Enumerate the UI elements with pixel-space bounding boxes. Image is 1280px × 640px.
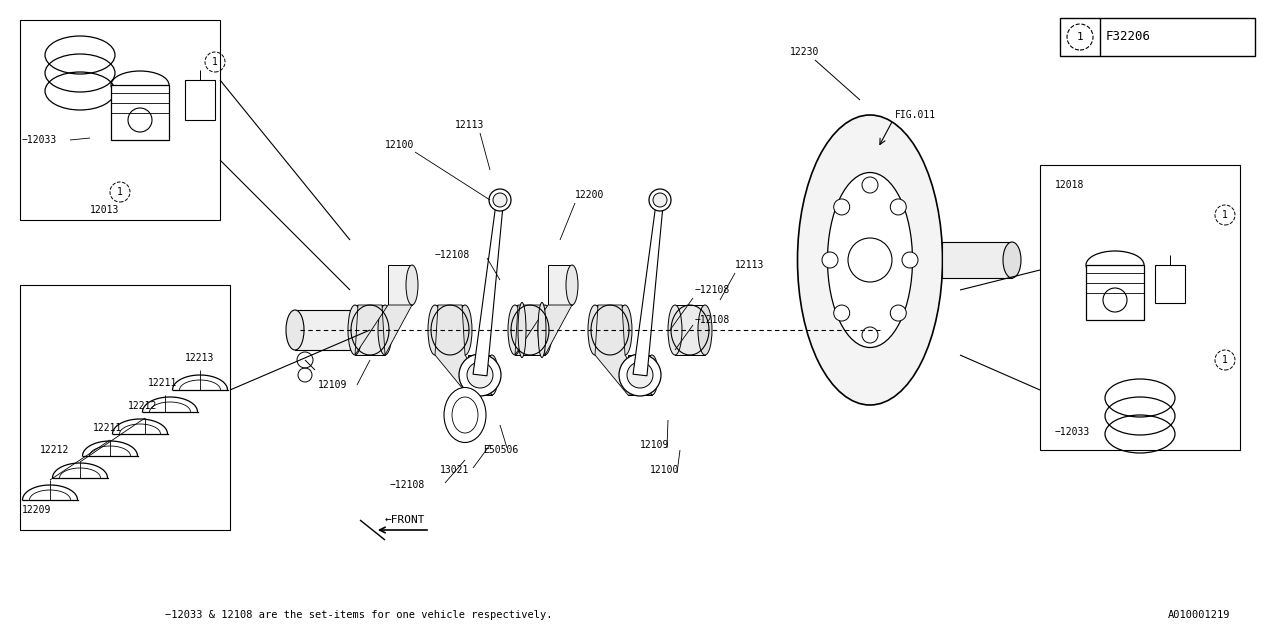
Circle shape: [861, 177, 878, 193]
Circle shape: [891, 199, 906, 215]
Text: 12212: 12212: [40, 445, 69, 455]
Bar: [294, 310, 349, 350]
Ellipse shape: [649, 189, 671, 211]
Circle shape: [822, 252, 838, 268]
Ellipse shape: [406, 265, 419, 305]
Ellipse shape: [518, 303, 526, 358]
Ellipse shape: [467, 362, 493, 388]
Ellipse shape: [646, 355, 658, 395]
Text: E50506: E50506: [483, 445, 518, 455]
Circle shape: [861, 327, 878, 343]
Ellipse shape: [489, 189, 511, 211]
Polygon shape: [595, 305, 652, 395]
Text: −12033: −12033: [1055, 427, 1091, 437]
Ellipse shape: [620, 354, 660, 396]
Ellipse shape: [458, 305, 472, 355]
Polygon shape: [20, 285, 230, 530]
Circle shape: [833, 199, 850, 215]
Text: 12209: 12209: [22, 505, 51, 515]
Ellipse shape: [508, 305, 522, 355]
Text: −12033: −12033: [22, 135, 58, 145]
Ellipse shape: [653, 193, 667, 207]
Polygon shape: [1039, 165, 1240, 450]
Ellipse shape: [378, 305, 392, 355]
Text: 12211: 12211: [148, 378, 178, 388]
Ellipse shape: [797, 115, 942, 405]
Text: 12211: 12211: [93, 423, 123, 433]
Polygon shape: [515, 305, 572, 355]
Text: 12230: 12230: [790, 47, 819, 57]
Text: ←FRONT: ←FRONT: [385, 515, 425, 525]
Polygon shape: [20, 20, 220, 220]
Text: −12108: −12108: [435, 250, 470, 260]
Text: 13021: 13021: [440, 465, 470, 475]
Ellipse shape: [285, 310, 305, 350]
Text: −12033 & 12108 are the set-items for one vehicle respectively.: −12033 & 12108 are the set-items for one…: [165, 610, 553, 620]
Ellipse shape: [698, 305, 712, 355]
Ellipse shape: [588, 305, 602, 355]
Polygon shape: [435, 305, 492, 395]
Text: 1: 1: [1222, 210, 1228, 220]
Bar: [1085, 265, 1144, 320]
Bar: [1060, 18, 1254, 56]
Text: A010001219: A010001219: [1167, 610, 1230, 620]
Polygon shape: [474, 200, 503, 376]
Text: 12113: 12113: [454, 120, 484, 130]
Bar: [628, 355, 652, 395]
Ellipse shape: [444, 387, 486, 442]
Text: 12200: 12200: [575, 190, 604, 200]
Ellipse shape: [627, 362, 653, 388]
Bar: [595, 305, 625, 355]
Text: 1: 1: [1222, 355, 1228, 365]
Text: 12113: 12113: [735, 260, 764, 270]
Text: 12212: 12212: [128, 401, 157, 411]
Text: −12108: −12108: [390, 480, 425, 490]
Circle shape: [891, 305, 906, 321]
Ellipse shape: [668, 305, 682, 355]
Text: F32206: F32206: [1106, 31, 1151, 44]
Circle shape: [833, 305, 850, 321]
Text: 1: 1: [1076, 32, 1083, 42]
Ellipse shape: [486, 355, 498, 395]
Text: 12213: 12213: [186, 353, 214, 363]
Bar: [111, 85, 169, 140]
Bar: [675, 305, 705, 355]
Ellipse shape: [538, 305, 552, 355]
Text: 12018: 12018: [1055, 180, 1084, 190]
Ellipse shape: [1004, 242, 1021, 278]
Polygon shape: [634, 200, 663, 376]
Text: 12100: 12100: [385, 140, 415, 150]
Text: 12013: 12013: [90, 205, 119, 215]
Bar: [515, 305, 545, 355]
Bar: [388, 265, 412, 305]
Bar: [355, 305, 385, 355]
Ellipse shape: [428, 305, 442, 355]
Text: 12109: 12109: [317, 380, 347, 390]
Text: FIG.011: FIG.011: [895, 110, 936, 120]
Text: 1: 1: [116, 187, 123, 197]
Text: 12100: 12100: [650, 465, 680, 475]
Ellipse shape: [460, 354, 500, 396]
Circle shape: [902, 252, 918, 268]
Circle shape: [849, 238, 892, 282]
Bar: [186, 80, 215, 120]
Text: 1: 1: [212, 57, 218, 67]
Text: 12109: 12109: [640, 440, 669, 450]
Text: −12108: −12108: [695, 285, 731, 295]
Ellipse shape: [493, 193, 507, 207]
Bar: [942, 242, 1012, 278]
Text: −12108: −12108: [695, 315, 731, 325]
Ellipse shape: [348, 305, 362, 355]
Bar: [468, 355, 492, 395]
Bar: [1155, 265, 1185, 303]
Ellipse shape: [618, 305, 632, 355]
Ellipse shape: [827, 173, 913, 348]
Polygon shape: [355, 305, 412, 355]
Ellipse shape: [566, 265, 579, 305]
Bar: [548, 265, 572, 305]
Ellipse shape: [538, 303, 547, 358]
Bar: [435, 305, 465, 355]
